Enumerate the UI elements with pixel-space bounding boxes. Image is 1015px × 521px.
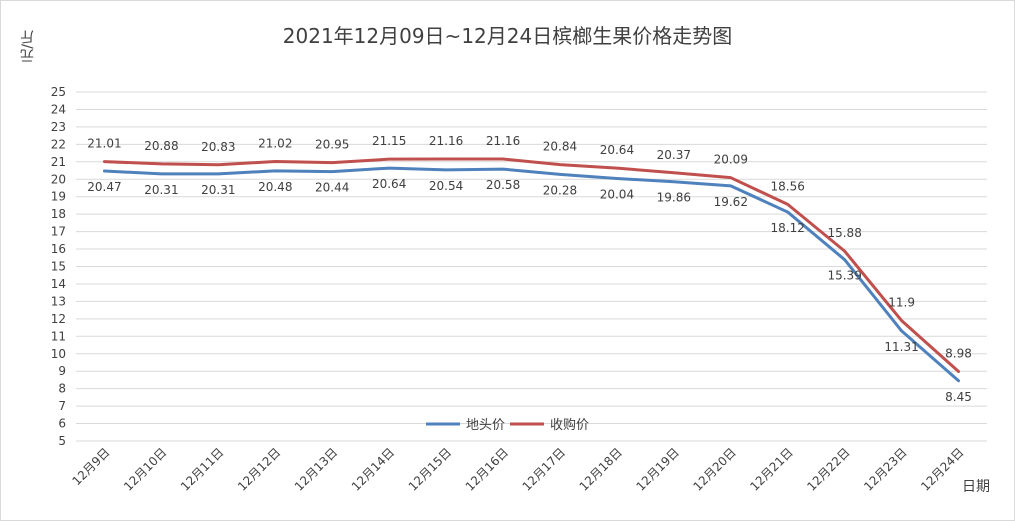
data-label: 20.54 (429, 179, 463, 193)
y-tick-label: 15 (51, 260, 66, 274)
data-label: 20.84 (543, 140, 577, 154)
data-label: 18.56 (771, 179, 805, 193)
x-axis-label: 日期 (962, 479, 990, 495)
data-label: 20.31 (144, 183, 178, 197)
data-label: 21.15 (372, 134, 406, 148)
data-label: 8.45 (945, 390, 972, 404)
data-label: 15.88 (827, 226, 861, 240)
data-label: 20.31 (201, 183, 235, 197)
data-label: 20.04 (600, 188, 634, 202)
x-tick-label: 12月18日 (577, 445, 625, 493)
data-label: 21.01 (87, 137, 121, 151)
x-tick-label: 12月13日 (292, 445, 340, 493)
data-label: 15.39 (827, 269, 861, 283)
x-tick-label: 12月15日 (406, 445, 454, 493)
x-tick-label: 12月17日 (520, 445, 568, 493)
y-tick-label: 6 (58, 417, 66, 431)
y-tick-label: 22 (51, 137, 66, 151)
x-tick-label: 12月22日 (804, 445, 852, 493)
legend-label: 地头价 (466, 418, 505, 433)
y-tick-label: 13 (51, 294, 66, 308)
data-label: 8.98 (945, 347, 972, 361)
y-tick-label: 19 (51, 190, 66, 204)
data-label: 20.64 (600, 143, 634, 157)
y-tick-label: 14 (51, 277, 66, 291)
data-label: 20.88 (144, 139, 178, 153)
data-label: 20.09 (714, 153, 748, 167)
x-tick-label: 12月24日 (918, 445, 966, 493)
data-label: 20.47 (87, 180, 121, 194)
y-tick-label: 10 (51, 347, 66, 361)
y-tick-label: 5 (58, 434, 66, 448)
y-tick-label: 11 (51, 329, 66, 343)
x-tick-label: 12月16日 (463, 445, 511, 493)
data-label: 20.64 (372, 177, 406, 191)
y-tick-label: 12 (51, 312, 66, 326)
x-tick-label: 12月10日 (121, 445, 169, 493)
x-tick-label: 12月23日 (861, 445, 909, 493)
y-tick-label: 25 (51, 85, 66, 99)
data-label: 19.86 (657, 191, 691, 205)
y-tick-label: 24 (51, 102, 66, 116)
y-tick-label: 7 (58, 399, 66, 413)
x-tick-label: 12月20日 (690, 445, 738, 493)
x-tick-label: 12月14日 (349, 445, 397, 493)
y-tick-label: 9 (58, 364, 66, 378)
data-label: 20.48 (258, 180, 292, 194)
data-label: 19.62 (714, 195, 748, 209)
data-label: 20.83 (201, 140, 235, 154)
data-label: 18.12 (771, 221, 805, 235)
x-tick-label: 12月21日 (747, 445, 795, 493)
data-label: 20.44 (315, 181, 349, 195)
series-line (102, 166, 961, 383)
x-tick-label: 12月19日 (633, 445, 681, 493)
data-label: 20.58 (486, 178, 520, 192)
y-tick-label: 18 (51, 207, 66, 221)
x-tick-label: 12月11日 (178, 445, 226, 493)
y-tick-label: 21 (51, 155, 66, 169)
data-label: 20.37 (657, 148, 691, 162)
x-tick-label: 12月9日 (70, 445, 113, 488)
data-label: 21.02 (258, 136, 292, 150)
x-tick-label: 12月12日 (235, 445, 283, 493)
data-label: 11.31 (884, 340, 918, 354)
y-tick-label: 23 (51, 120, 66, 134)
y-tick-label: 16 (51, 242, 66, 256)
data-label: 11.9 (888, 296, 915, 310)
series-line (102, 157, 961, 374)
data-label: 20.28 (543, 183, 577, 197)
data-label: 21.16 (486, 134, 520, 148)
y-tick-label: 17 (51, 225, 66, 239)
legend-label: 收购价 (550, 417, 589, 433)
y-tick-label: 8 (58, 382, 66, 396)
chart-title: 2021年12月09日~12月24日槟榔生果价格走势图 (282, 24, 733, 48)
data-label: 21.16 (429, 134, 463, 148)
y-tick-label: 20 (51, 172, 66, 186)
data-label: 20.95 (315, 138, 349, 152)
